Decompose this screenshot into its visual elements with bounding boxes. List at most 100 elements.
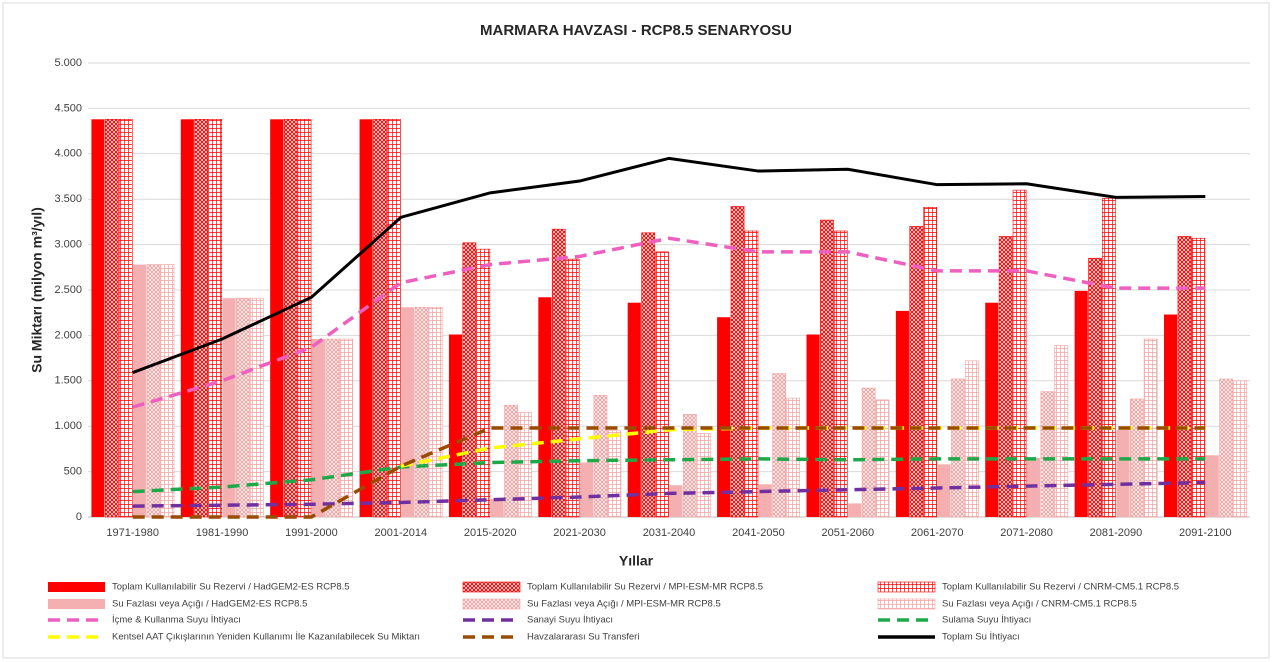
line	[132, 156, 1206, 375]
bar	[194, 118, 209, 518]
bar	[861, 387, 876, 518]
bar	[538, 297, 552, 517]
bar	[1116, 429, 1130, 517]
y-tick-label: 0	[76, 511, 82, 523]
line	[132, 457, 1206, 494]
bar	[607, 430, 622, 518]
chart-title: MARMARA HAVZASI - RCP8.5 SENARYOSU	[480, 22, 792, 39]
bar	[476, 248, 491, 518]
y-tick-label: 1.500	[54, 375, 82, 387]
bar	[923, 207, 938, 518]
x-tick-label: 2021-2030	[553, 527, 606, 539]
bar	[387, 118, 401, 518]
bar	[758, 484, 772, 517]
legend-swatch	[462, 598, 521, 610]
y-tick-label: 500	[64, 466, 82, 478]
legend-label: Toplam Kullanılabilir Su Rezervi / MPI-E…	[527, 582, 763, 593]
bar	[580, 462, 594, 517]
bar	[696, 433, 711, 518]
x-tick-label: 2031-2040	[643, 527, 696, 539]
line	[132, 426, 1206, 519]
x-axis-title: Yıllar	[619, 553, 654, 569]
bar	[848, 503, 862, 517]
bar	[1088, 257, 1102, 518]
legend-label: Sulama Suyu İhtiyacı	[942, 615, 1031, 626]
bar	[951, 378, 965, 518]
x-tick-label: 2041-2050	[732, 527, 785, 539]
bar	[208, 118, 222, 518]
bar	[325, 338, 340, 518]
legend-label: Toplam Kullanılabilir Su Rezervi / HadGE…	[112, 582, 350, 593]
bar	[91, 119, 105, 518]
bar	[937, 464, 951, 517]
x-tick-label: 2051-2060	[821, 527, 874, 539]
bar	[1102, 197, 1116, 518]
bar	[1191, 237, 1206, 518]
legend-label: Kentsel AAT Çıkışlarının Yeniden Kullanı…	[112, 632, 420, 643]
bar	[717, 317, 731, 517]
bar	[833, 230, 848, 518]
bar	[1219, 378, 1234, 518]
bar	[551, 228, 566, 518]
y-tick-label: 4.500	[54, 102, 82, 114]
bar	[998, 236, 1013, 518]
bar	[909, 226, 924, 518]
bar	[565, 258, 580, 518]
bar	[669, 485, 683, 517]
bar	[1040, 391, 1055, 518]
bar	[1164, 314, 1178, 517]
bar	[985, 302, 999, 517]
legend-swatch	[877, 581, 936, 593]
bar	[339, 338, 354, 518]
y-tick-label: 3.500	[54, 193, 82, 205]
bar	[222, 298, 236, 517]
bar	[806, 334, 820, 517]
bar	[359, 119, 373, 518]
bar	[414, 306, 429, 518]
y-tick-label: 1.000	[54, 420, 82, 432]
legend-swatch	[877, 598, 936, 610]
bar	[627, 302, 641, 517]
bar	[373, 118, 387, 518]
bar	[118, 118, 133, 518]
x-tick-label: 2081-2090	[1090, 527, 1143, 539]
bar	[283, 118, 298, 518]
y-tick-label: 2.000	[54, 329, 82, 341]
bar	[146, 264, 161, 518]
legend-label: Toplam Kullanılabilir Su Rezervi / CNRM-…	[942, 582, 1179, 593]
bar	[490, 498, 504, 517]
x-tick-label: 2015-2020	[464, 527, 517, 539]
bar	[1233, 380, 1247, 518]
x-tick-label: 1971-1980	[106, 527, 159, 539]
legend-label: Su Fazlası veya Açığı / HadGEM2-ES RCP8.…	[112, 599, 307, 610]
bar	[448, 334, 463, 517]
bar	[133, 264, 147, 517]
x-tick-label: 2001-2014	[375, 527, 428, 539]
bar	[593, 395, 608, 518]
bar	[401, 307, 415, 517]
bar	[655, 251, 669, 518]
legend-label: Su Fazlası veya Açığı / MPI-ESM-MR RCP8.…	[527, 599, 721, 610]
bar	[772, 373, 787, 518]
y-axis-title: Su Miktarı (milyon m³/yıl)	[29, 207, 45, 373]
legend-label: Su Fazlası veya Açığı / CNRM-CM5.1 RCP8.…	[942, 599, 1137, 610]
legend-swatch	[48, 582, 105, 592]
legend-label: Sanayi Suyu İhtiyacı	[527, 615, 613, 626]
y-tick-label: 2.500	[54, 284, 82, 296]
y-tick-label: 5.000	[54, 57, 82, 69]
bar	[1177, 236, 1192, 518]
legend-swatch	[48, 599, 105, 609]
bar	[1205, 455, 1219, 517]
bar	[744, 230, 759, 518]
y-tick-label: 4.000	[54, 148, 82, 160]
legend-label: Havzalararası Su Transferi	[527, 632, 639, 643]
x-tick-label: 2071-2080	[1000, 527, 1053, 539]
legend: Toplam Kullanılabilir Su Rezervi / HadGE…	[48, 582, 1179, 643]
x-tick-label: 2091-2100	[1179, 527, 1232, 539]
bar	[820, 219, 834, 518]
bar	[104, 118, 119, 518]
bar	[311, 339, 325, 517]
x-tick-label: 1981-1990	[196, 527, 249, 539]
y-tick-label: 3.000	[54, 239, 82, 251]
